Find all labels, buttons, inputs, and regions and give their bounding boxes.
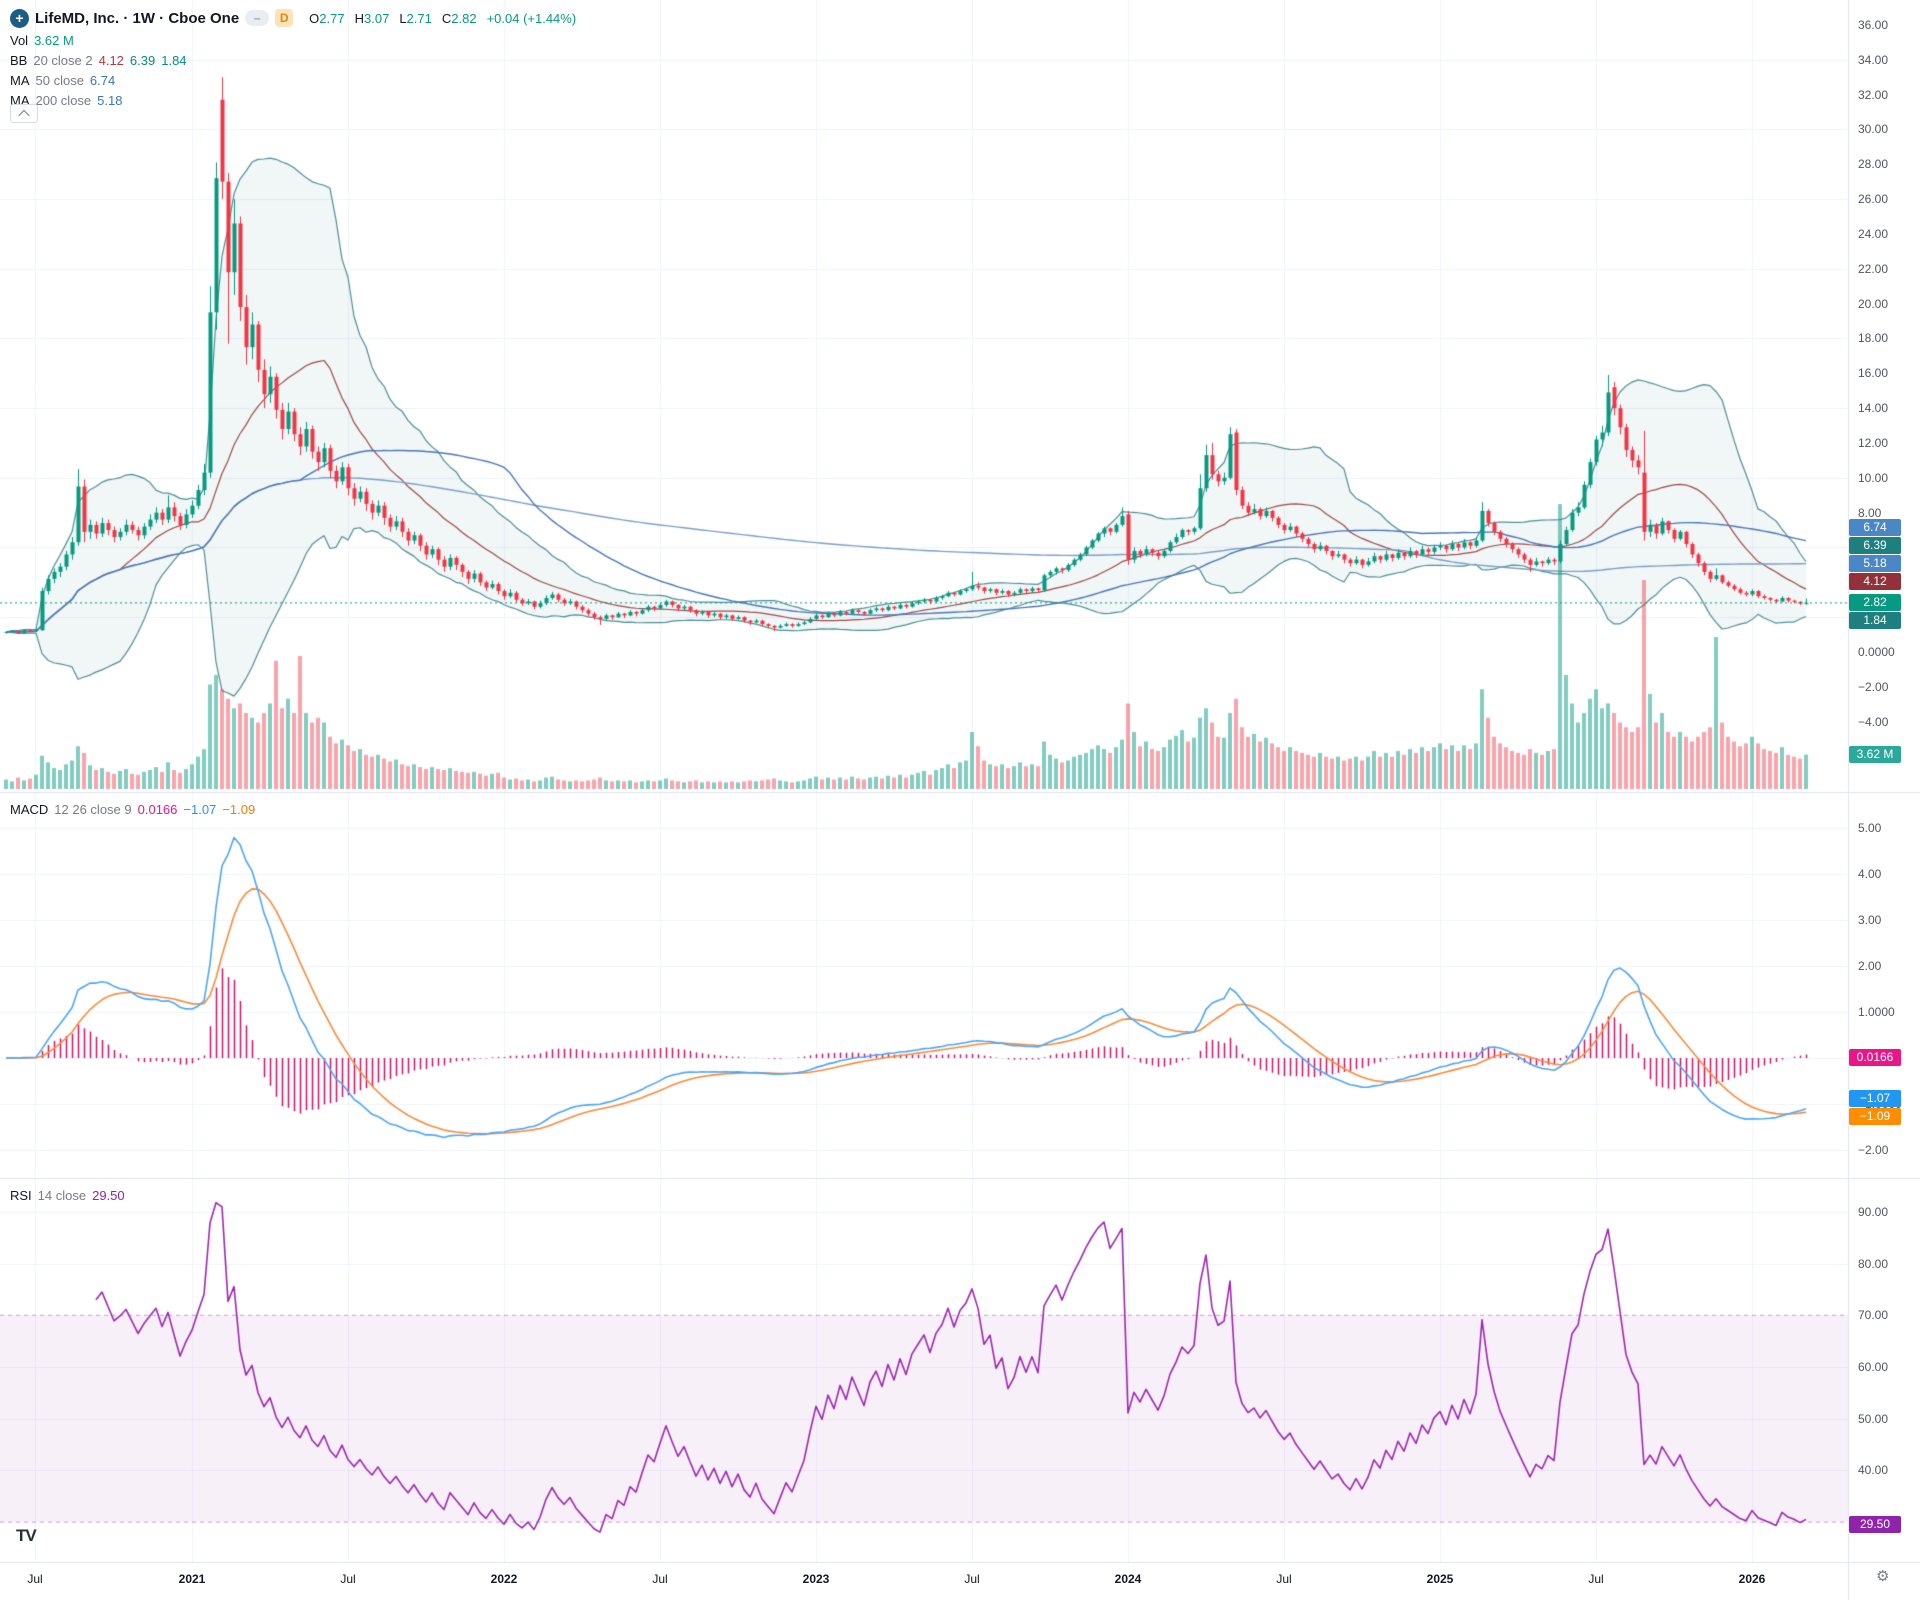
- macd-pane-legend[interactable]: MACD 12 26 close 9 0.0166 −1.07 −1.09: [10, 801, 256, 817]
- tradingview-logo[interactable]: TV: [16, 1526, 37, 1545]
- legend-collapse-button[interactable]: [10, 104, 38, 123]
- ma50-value: 6.74: [89, 72, 116, 88]
- rsi-value: 29.50: [92, 1187, 125, 1203]
- volume-value: 3.62 M: [34, 32, 74, 48]
- ma200-legend-row[interactable]: MA 200 close 5.18: [10, 92, 123, 108]
- change-value: +0.04 (+1.44%): [486, 10, 577, 26]
- bb-lower-value: 1.84: [161, 52, 187, 68]
- macd-line-value: −1.07: [183, 801, 217, 817]
- high-value: 3.07: [364, 10, 390, 26]
- main-pane-legend: + LifeMD, Inc. · 1W · Cboe One – D O2.77…: [10, 6, 576, 110]
- close-value: 2.82: [451, 10, 477, 26]
- ma200-value: 5.18: [97, 92, 123, 108]
- macd-hist-value: 0.0166: [137, 801, 178, 817]
- ma50-legend-row[interactable]: MA 50 close 6.74: [10, 72, 116, 88]
- delayed-data-badge[interactable]: D: [275, 9, 294, 27]
- macd-signal-value: −1.09: [222, 801, 256, 817]
- low-value: 2.71: [406, 10, 432, 26]
- axis-settings-gear-icon[interactable]: ⚙: [1876, 1568, 1890, 1585]
- bb-upper-value: 6.39: [129, 52, 156, 68]
- bb-legend-row[interactable]: BB 20 close 2 4.12 6.39 1.84: [10, 52, 187, 68]
- symbol-title: LifeMD, Inc. · 1W · Cboe One: [35, 9, 240, 27]
- compare-minus-icon[interactable]: –: [245, 10, 270, 26]
- symbol-row[interactable]: + LifeMD, Inc. · 1W · Cboe One – D O2.77…: [10, 6, 576, 30]
- volume-legend-row[interactable]: Vol 3.62 M: [10, 32, 74, 48]
- bb-basis-value: 4.12: [98, 52, 124, 68]
- symbol-logo-icon: +: [10, 8, 29, 28]
- open-value: 2.77: [319, 10, 345, 26]
- rsi-pane-legend[interactable]: RSI 14 close 29.50: [10, 1187, 125, 1203]
- chevron-up-icon: [18, 109, 30, 121]
- ohlc-values: O2.77 H3.07 L2.71 C2.82 +0.04 (+1.44%): [309, 10, 577, 26]
